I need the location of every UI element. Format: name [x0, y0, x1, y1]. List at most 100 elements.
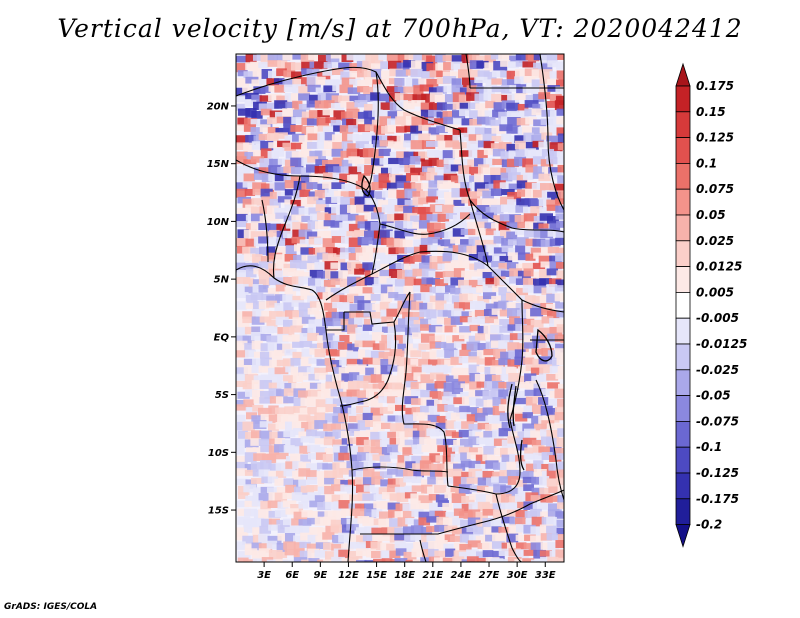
field-cell: [298, 414, 311, 421]
field-cell: [282, 518, 295, 528]
field-cell: [445, 140, 460, 148]
field-cell: [236, 468, 248, 476]
field-cell: [292, 461, 303, 470]
field-cell: [387, 431, 400, 438]
field-cell: [322, 149, 336, 157]
field-cell: [556, 116, 564, 125]
field-cell: [474, 302, 487, 313]
lat-tick-label: 5N: [214, 275, 230, 286]
field-cell: [258, 407, 272, 417]
field-cell: [458, 69, 472, 79]
field-cell: [475, 535, 489, 543]
field-cell: [307, 84, 321, 93]
field-cell: [451, 468, 463, 478]
field-cell: [275, 294, 286, 301]
field-cell: [394, 142, 406, 150]
border-line: [326, 312, 345, 331]
field-cell: [365, 367, 377, 376]
field-cell: [316, 140, 328, 149]
field-cell: [445, 335, 458, 345]
field-cell: [411, 485, 425, 492]
field-cell: [300, 54, 315, 62]
field-cell: [251, 332, 265, 341]
field-cell: [483, 71, 497, 81]
field-cell: [482, 518, 494, 528]
field-cell: [538, 446, 552, 456]
field-cell: [277, 158, 291, 165]
border-line: [419, 539, 427, 562]
colorbar-label: -0.2: [696, 518, 722, 532]
field-cell: [380, 365, 392, 376]
field-cell: [516, 84, 527, 94]
field-cell: [364, 77, 377, 86]
field-cell: [492, 429, 504, 439]
field-cell: [236, 478, 248, 485]
field-cell: [421, 292, 433, 303]
field-cell: [332, 534, 344, 544]
field-cell: [477, 557, 488, 562]
field-cell: [530, 247, 542, 258]
field-cell: [523, 543, 537, 550]
field-cell: [283, 541, 296, 550]
field-cell: [507, 436, 520, 444]
field-cell: [386, 54, 400, 62]
field-cell: [458, 252, 469, 261]
field-cell: [394, 534, 405, 541]
field-cell: [396, 437, 407, 447]
field-cell: [442, 270, 455, 281]
field-cell: [381, 422, 392, 430]
field-cell: [258, 533, 270, 544]
field-cell: [395, 477, 406, 487]
field-cell: [427, 117, 441, 124]
field-cell: [501, 237, 514, 247]
field-cell: [386, 182, 398, 191]
field-cell: [266, 335, 278, 343]
field-cell: [533, 62, 548, 72]
field-cell: [539, 550, 552, 557]
field-cell: [268, 165, 281, 174]
field-cell: [362, 517, 374, 526]
field-cell: [506, 79, 521, 88]
field-cell: [362, 412, 373, 421]
field-cell: [371, 198, 384, 209]
field-cell: [389, 452, 401, 459]
field-cell: [380, 263, 391, 272]
field-cell: [250, 206, 262, 216]
field-cell: [474, 373, 487, 384]
field-cell: [322, 172, 337, 180]
field-cell: [364, 103, 376, 112]
field-cell: [333, 406, 346, 417]
field-cell: [340, 404, 352, 415]
field-cell: [507, 93, 519, 103]
field-cell: [267, 102, 279, 110]
field-cell: [435, 428, 448, 436]
field-cell: [458, 260, 471, 269]
field-cell: [410, 156, 421, 165]
field-cell: [557, 428, 564, 437]
field-cell: [418, 517, 431, 526]
field-cell: [346, 396, 358, 405]
field-cell: [307, 295, 318, 304]
field-cell: [492, 492, 506, 503]
field-cell: [314, 495, 326, 502]
field-cell: [340, 196, 354, 206]
field-cell: [394, 93, 408, 101]
field-cell: [387, 286, 398, 294]
field-cell: [363, 460, 376, 468]
field-cell: [373, 165, 384, 174]
field-cell: [330, 103, 345, 110]
field-cell: [260, 255, 274, 263]
field-cell: [540, 261, 554, 268]
field-cell: [386, 86, 398, 93]
field-cell: [533, 452, 547, 460]
field-cell: [524, 447, 538, 454]
field-cell: [299, 407, 311, 417]
field-cell: [243, 358, 256, 365]
field-cell: [540, 54, 553, 64]
field-cell: [453, 397, 465, 405]
field-cell: [236, 414, 246, 422]
field-cell: [443, 62, 454, 71]
field-cell: [483, 141, 495, 149]
field-cell: [258, 236, 269, 244]
field-cell: [546, 101, 559, 108]
